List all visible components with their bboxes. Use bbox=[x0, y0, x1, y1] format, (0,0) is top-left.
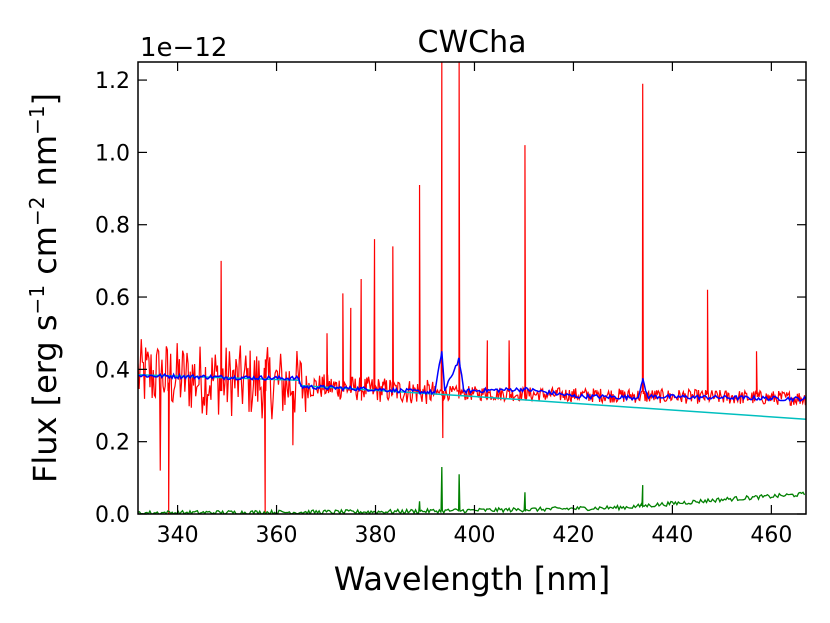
x-tick-label: 360 bbox=[256, 523, 298, 548]
y-axis-title-mid: cm bbox=[26, 226, 64, 285]
y-axis-title-suffix: ] bbox=[26, 93, 64, 105]
observed-spectrum-line bbox=[138, 62, 806, 514]
x-tick-label: 400 bbox=[453, 523, 495, 548]
x-tick-label: 460 bbox=[750, 523, 792, 548]
axis-ticks bbox=[138, 62, 806, 515]
x-tick-label: 340 bbox=[157, 523, 199, 548]
x-axis-title: Wavelength [nm] bbox=[334, 560, 610, 598]
y-axis-title: Flux [erg s−1 cm−2 nm−1] bbox=[25, 93, 64, 483]
plot-lines bbox=[138, 62, 806, 514]
plot-frame bbox=[137, 61, 807, 515]
y-tick-label: 0.4 bbox=[95, 358, 130, 383]
y-axis-title-prefix: Flux [erg s bbox=[26, 314, 64, 483]
y-tick-label: 1.0 bbox=[95, 141, 130, 166]
y-tick-label: 1.2 bbox=[95, 69, 130, 94]
x-tick-label: 440 bbox=[651, 523, 693, 548]
y-tick-label: 0.0 bbox=[95, 503, 130, 528]
x-tick-label: 420 bbox=[552, 523, 594, 548]
model-fit-line bbox=[138, 351, 806, 403]
y-axis-title-nm-exp: −1 bbox=[25, 105, 49, 134]
x-tick-labels: 340 360 380 400 420 440 460 bbox=[157, 523, 793, 548]
y-tick-labels: 0.0 0.2 0.4 0.6 0.8 1.0 1.2 bbox=[95, 69, 130, 528]
y-axis-title-s-exp: −1 bbox=[25, 285, 49, 314]
y-offset-label: 1e−12 bbox=[140, 33, 227, 63]
residual-line bbox=[138, 466, 806, 514]
chart-title: CWCha bbox=[418, 25, 527, 60]
y-axis-title-nm: nm bbox=[26, 135, 64, 197]
y-tick-label: 0.8 bbox=[95, 214, 130, 239]
y-axis-title-cm-exp: −2 bbox=[25, 197, 49, 226]
y-tick-label: 0.2 bbox=[95, 431, 130, 456]
x-tick-label: 380 bbox=[355, 523, 397, 548]
y-tick-label: 0.6 bbox=[95, 286, 130, 311]
